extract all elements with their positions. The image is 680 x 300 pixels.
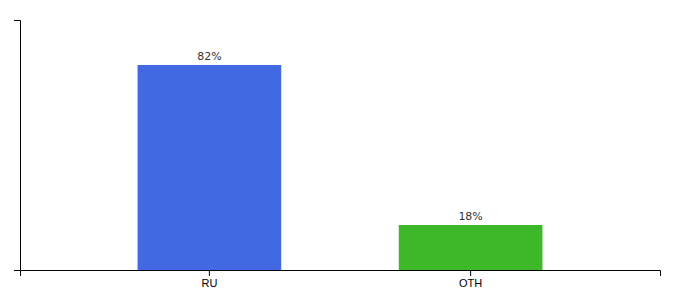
x-tick: OTH [459,270,482,289]
x-tick: RU [201,270,217,289]
x-axis: RU OTH [21,270,661,289]
bar [399,225,543,270]
plot: 82% 18% RU OTH [14,21,661,289]
data-label: 82% [197,50,221,63]
x-tick-mark [470,270,471,276]
y-axis-line [14,21,21,271]
x-tick-label: RU [201,277,217,289]
y-axis [14,21,21,271]
chart: 82% 18% RU OTH [0,0,680,300]
x-tick-mark [209,270,210,276]
x-axis-line [21,271,661,277]
bar [138,65,282,270]
bars [138,65,543,270]
data-label: 18% [458,210,482,223]
x-tick-label: OTH [459,277,482,289]
data-labels: 82% 18% [197,50,483,223]
